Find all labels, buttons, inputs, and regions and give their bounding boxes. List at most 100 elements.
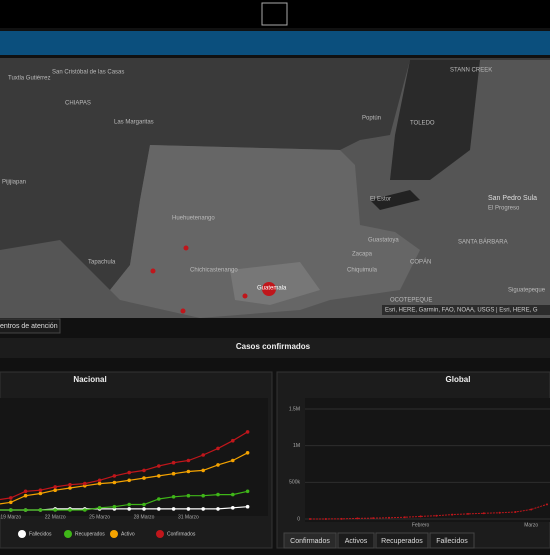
point xyxy=(231,492,235,497)
y-tick-label: 1M xyxy=(293,443,300,449)
point xyxy=(216,446,220,451)
point xyxy=(9,496,13,500)
y-tick-label: 1.5M xyxy=(289,406,300,412)
point xyxy=(231,438,235,443)
point xyxy=(157,464,161,468)
line xyxy=(0,490,248,511)
point xyxy=(372,517,375,520)
map-label: Guatemala xyxy=(257,286,287,292)
point xyxy=(467,512,469,515)
point xyxy=(546,503,548,506)
point xyxy=(9,508,13,512)
tab-label[interactable]: Activos xyxy=(345,538,368,545)
point xyxy=(216,463,220,467)
point xyxy=(324,517,327,520)
plot-area xyxy=(305,398,550,522)
point xyxy=(186,458,191,463)
point xyxy=(245,489,250,494)
map-label: SANTA BÁRBARA xyxy=(458,239,508,246)
point xyxy=(340,517,343,520)
point xyxy=(83,508,87,512)
tab[interactable] xyxy=(283,532,337,549)
legend-swatch xyxy=(64,530,72,538)
point xyxy=(157,497,161,501)
map-marker[interactable] xyxy=(180,308,186,314)
map-label: CHIAPAS xyxy=(65,101,91,107)
chart-title: Nacional xyxy=(73,375,106,384)
lake xyxy=(370,190,420,210)
plot-area xyxy=(0,398,268,516)
point xyxy=(97,481,102,486)
point xyxy=(142,507,146,511)
point xyxy=(201,493,205,498)
tab[interactable] xyxy=(337,532,375,549)
point xyxy=(451,513,454,516)
point xyxy=(482,512,485,515)
map-label: TOLEDO xyxy=(410,121,435,127)
point xyxy=(186,507,191,511)
tab-label[interactable]: Fallecidos xyxy=(436,538,468,545)
guatemala xyxy=(110,145,420,318)
section-title: Casos confirmados xyxy=(236,342,311,351)
logo xyxy=(261,2,288,26)
point xyxy=(83,481,87,486)
point xyxy=(9,500,13,505)
point xyxy=(231,458,235,463)
line xyxy=(309,503,548,520)
belize xyxy=(390,60,480,180)
tab-label[interactable]: Recuperados xyxy=(381,538,423,545)
point xyxy=(157,474,161,478)
point xyxy=(498,511,501,514)
map-marker[interactable] xyxy=(262,282,276,296)
point xyxy=(112,480,117,485)
button-label[interactable]: entros de atención xyxy=(0,323,58,330)
point xyxy=(216,507,220,511)
point xyxy=(23,508,28,512)
legend-label: Confirmados xyxy=(167,531,196,537)
map-label: El Progreso xyxy=(488,206,520,212)
point xyxy=(245,430,250,434)
x-tick-label: Febrero xyxy=(412,522,430,528)
tab[interactable] xyxy=(375,532,429,549)
map-label: Tapachula xyxy=(88,260,116,266)
point xyxy=(171,460,176,465)
tab[interactable] xyxy=(429,532,475,549)
x-tick-label: 22 Marzo xyxy=(45,514,66,520)
blue-bar xyxy=(0,31,550,55)
point xyxy=(112,474,117,478)
point xyxy=(171,495,176,499)
chart-title: Global xyxy=(446,375,471,384)
point xyxy=(38,508,43,512)
map-label: STANN CREEK xyxy=(450,68,492,74)
map-label: Siguatepeque xyxy=(508,288,546,294)
x-tick-label: 28 Marzo xyxy=(134,514,155,520)
point xyxy=(171,507,176,511)
map-label: Huehuetenango xyxy=(172,216,215,222)
point xyxy=(403,516,406,519)
map-marker[interactable] xyxy=(242,293,248,299)
map-label: El Estor xyxy=(370,197,391,203)
point xyxy=(245,451,250,455)
tab-label[interactable]: Confirmados xyxy=(290,538,330,545)
x-tick-label: 19 Marzo xyxy=(0,514,21,520)
point xyxy=(38,491,43,496)
point xyxy=(68,482,72,487)
point xyxy=(201,507,205,511)
map-label: San Cristóbal de las Casas xyxy=(52,70,124,76)
point xyxy=(157,507,161,511)
legend-label: Activo xyxy=(121,531,135,537)
section-bar xyxy=(0,338,550,358)
map-marker[interactable] xyxy=(150,268,156,274)
point xyxy=(419,515,422,518)
point xyxy=(127,478,131,483)
map-marker[interactable] xyxy=(183,245,189,251)
legend-label: Fallecidos xyxy=(29,531,52,537)
point xyxy=(201,453,205,457)
legend-swatch xyxy=(156,530,164,538)
point xyxy=(530,508,533,511)
point xyxy=(53,508,57,512)
point xyxy=(127,502,131,507)
button[interactable] xyxy=(0,318,61,334)
map-label: Chiquimula xyxy=(347,268,378,274)
point xyxy=(38,488,43,493)
